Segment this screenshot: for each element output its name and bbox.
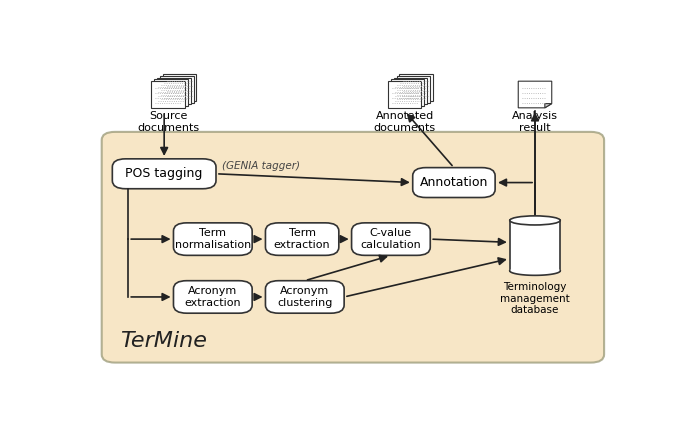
Ellipse shape: [510, 266, 560, 275]
Text: Annotated
documents: Annotated documents: [374, 111, 436, 133]
FancyBboxPatch shape: [265, 281, 344, 313]
FancyBboxPatch shape: [351, 223, 430, 255]
Text: Terminology
management
database: Terminology management database: [500, 282, 570, 315]
FancyBboxPatch shape: [154, 79, 188, 106]
FancyBboxPatch shape: [160, 76, 193, 103]
Polygon shape: [518, 81, 552, 108]
Text: Term
normalisation: Term normalisation: [175, 228, 251, 250]
FancyBboxPatch shape: [391, 79, 425, 106]
Text: Analysis
result: Analysis result: [512, 111, 558, 133]
Text: Acronym
extraction: Acronym extraction: [185, 286, 241, 308]
Text: (GENIA tagger): (GENIA tagger): [222, 160, 300, 170]
Text: Source
documents: Source documents: [137, 111, 199, 133]
FancyBboxPatch shape: [394, 78, 427, 104]
Text: Acronym
clustering: Acronym clustering: [277, 286, 333, 308]
FancyBboxPatch shape: [152, 81, 185, 108]
FancyBboxPatch shape: [113, 159, 216, 189]
Text: TerMine: TerMine: [120, 331, 207, 351]
FancyBboxPatch shape: [388, 81, 421, 108]
FancyBboxPatch shape: [174, 281, 252, 313]
FancyBboxPatch shape: [413, 168, 495, 197]
Ellipse shape: [510, 216, 560, 225]
FancyBboxPatch shape: [163, 74, 196, 101]
FancyBboxPatch shape: [399, 74, 433, 101]
FancyBboxPatch shape: [157, 78, 191, 104]
FancyBboxPatch shape: [174, 223, 252, 255]
Text: Term
extraction: Term extraction: [274, 228, 331, 250]
Polygon shape: [545, 104, 552, 108]
Text: C-value
calculation: C-value calculation: [361, 228, 421, 250]
FancyBboxPatch shape: [265, 223, 339, 255]
Bar: [510, 220, 560, 271]
Text: POS tagging: POS tagging: [126, 167, 203, 180]
Text: Annotation: Annotation: [420, 176, 488, 189]
FancyBboxPatch shape: [397, 76, 430, 103]
FancyBboxPatch shape: [102, 132, 604, 362]
